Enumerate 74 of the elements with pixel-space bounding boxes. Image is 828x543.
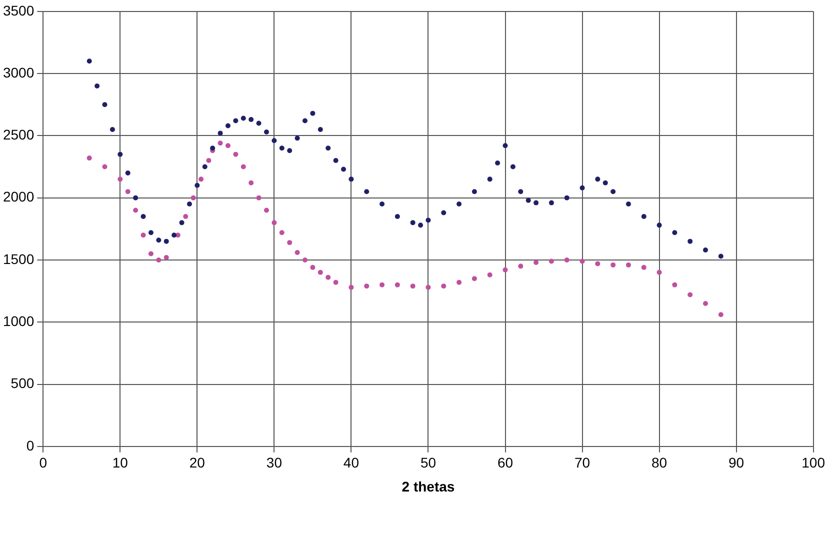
y-tick-label: 3000: [2, 64, 34, 80]
y-tick-label: 3500: [2, 2, 34, 18]
point: [380, 282, 385, 288]
point: [472, 276, 477, 282]
point: [318, 270, 323, 275]
point: [487, 272, 492, 278]
point: [264, 208, 269, 213]
point: [125, 189, 130, 194]
x-tick-label: 70: [574, 454, 590, 471]
point: [333, 280, 338, 285]
point: [248, 180, 254, 186]
point: [294, 250, 300, 256]
point: [156, 257, 162, 262]
point: [225, 143, 230, 148]
point: [190, 195, 196, 200]
point: [672, 282, 678, 288]
point: [580, 258, 585, 264]
point: [456, 280, 462, 285]
point: [240, 164, 246, 170]
point: [183, 214, 188, 219]
x-tick-label: 50: [420, 454, 436, 471]
x-tick-label: 0: [39, 454, 48, 471]
y-tick-label: 1000: [2, 312, 34, 329]
y-tick-label: 0: [26, 437, 34, 454]
point: [164, 254, 169, 260]
point: [86, 156, 92, 161]
point: [287, 240, 292, 246]
point: [102, 164, 108, 170]
point: [718, 312, 724, 318]
x-tick-label: 100: [802, 454, 826, 471]
point: [595, 261, 600, 266]
point: [233, 152, 238, 157]
point: [702, 300, 708, 306]
point: [364, 284, 370, 289]
x-tick-label: 10: [112, 454, 128, 471]
point: [218, 140, 223, 146]
point: [641, 264, 646, 270]
point: [198, 176, 204, 182]
point: [548, 258, 554, 264]
point: [610, 262, 616, 268]
point: [656, 270, 662, 275]
x-tick-label: 60: [497, 454, 514, 471]
point: [140, 232, 146, 238]
point: [133, 208, 138, 213]
point: [441, 284, 446, 289]
point: [564, 257, 570, 262]
point: [534, 260, 539, 265]
point: [518, 264, 524, 269]
point: [206, 158, 212, 164]
y-tick-label: 2500: [2, 126, 34, 143]
x-tick-label: 30: [266, 454, 282, 471]
x-axis-title: 2 thetas: [402, 478, 455, 494]
x-tick-label: 40: [343, 454, 360, 471]
point: [326, 274, 331, 280]
point: [688, 292, 693, 298]
point: [118, 176, 123, 182]
x-tick-label: 20: [189, 454, 206, 471]
x-tick-label: 90: [728, 454, 744, 471]
x-tick-label: 80: [651, 454, 668, 471]
point: [394, 282, 400, 288]
point: [410, 284, 416, 289]
y-tick-label: 1500: [2, 250, 34, 267]
point: [310, 264, 316, 270]
point: [626, 262, 631, 268]
point: [256, 195, 262, 200]
point: [272, 220, 277, 226]
point: [348, 284, 354, 290]
point: [148, 251, 154, 256]
point: [502, 267, 508, 272]
point: [426, 284, 431, 290]
point: [302, 257, 308, 262]
point: [279, 230, 284, 236]
y-tick-label: 500: [10, 375, 34, 392]
y-tick-label: 2000: [2, 188, 34, 205]
